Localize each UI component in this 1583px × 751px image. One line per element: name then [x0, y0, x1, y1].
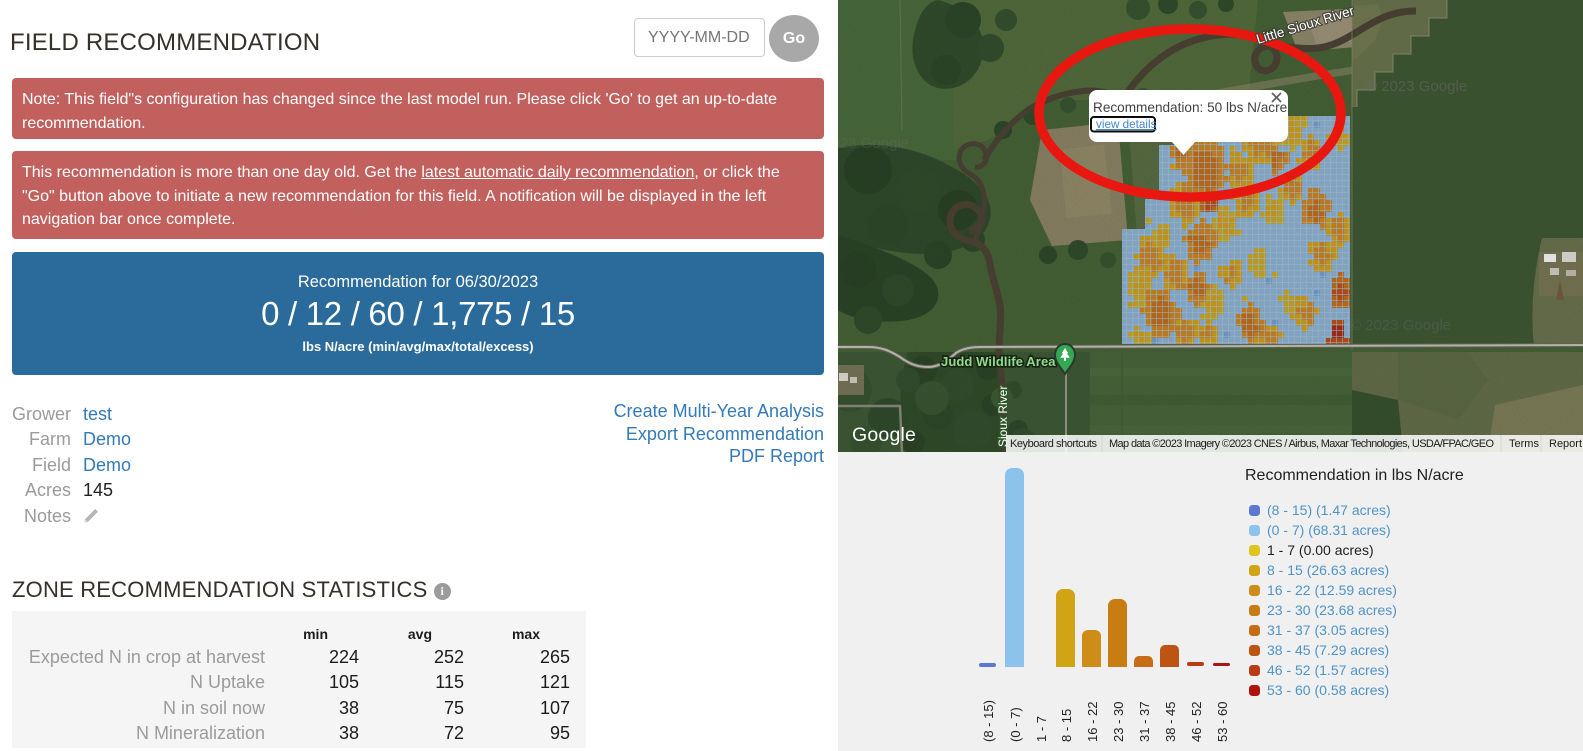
svg-text:Keyboard shortcuts: Keyboard shortcuts — [1010, 438, 1098, 450]
svg-text:Terms: Terms — [1509, 438, 1539, 450]
svg-text:Sioux River: Sioux River — [996, 386, 1010, 447]
svg-text:Judd Wildlife Area: Judd Wildlife Area — [941, 354, 1056, 369]
svg-text:Map data ©2023 Imagery ©2023 C: Map data ©2023 Imagery ©2023 CNES / Airb… — [1109, 438, 1494, 450]
svg-text:Google: Google — [852, 424, 916, 446]
svg-text:Judd Wildlife Area: Judd Wildlife Area — [941, 354, 1056, 369]
svg-text:Report a: Report a — [1549, 438, 1583, 450]
svg-text:Recommendation: 50 lbs N/acre: Recommendation: 50 lbs N/acre — [1093, 100, 1287, 115]
svg-text:Sioux River: Sioux River — [996, 386, 1010, 447]
svg-text:view details: view details — [1096, 118, 1157, 131]
